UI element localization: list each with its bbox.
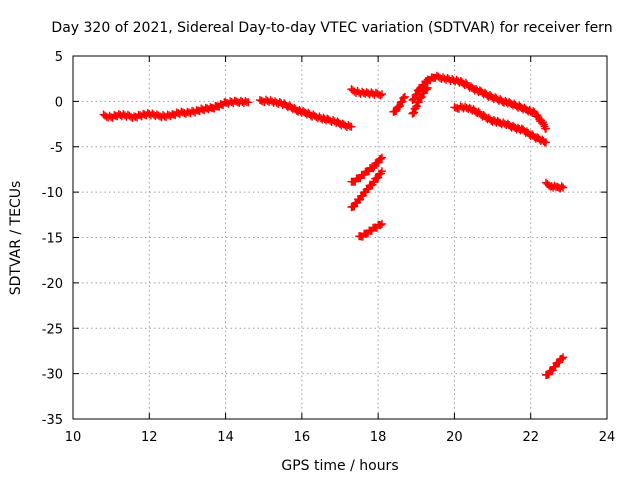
series-arc-10	[450, 102, 550, 147]
series-arc-12	[541, 353, 568, 379]
series-arc-7	[389, 92, 409, 116]
data-point	[398, 97, 407, 106]
axis-ticks: 10 12 14 16 18 20 22 24 5 0 -5 -10 -15 -20 -25 -30 -35	[42, 50, 616, 445]
data-point	[394, 103, 403, 112]
data-point	[370, 178, 379, 187]
data-point	[422, 85, 431, 94]
data-point	[347, 122, 356, 131]
y-tick-label: 0	[55, 95, 63, 110]
data-point	[377, 167, 386, 176]
data-point	[376, 91, 385, 100]
y-tick-label: -25	[42, 322, 63, 337]
data-point	[244, 98, 253, 107]
x-tick-label: 20	[446, 430, 463, 445]
series-arc-2	[255, 95, 356, 132]
y-tick-label: -20	[42, 277, 63, 292]
data-point	[377, 153, 386, 162]
data-point	[369, 164, 378, 173]
data-point	[377, 219, 386, 228]
data-point	[541, 124, 550, 133]
data-points	[99, 71, 568, 379]
data-point	[557, 182, 566, 191]
x-axis-label: GPS time / hours	[281, 458, 398, 474]
data-point	[558, 354, 567, 363]
y-tick-label: -15	[42, 232, 63, 247]
data-point	[423, 83, 432, 92]
series-arc-5	[347, 167, 386, 212]
grid-lines	[73, 56, 607, 419]
data-point	[392, 106, 401, 115]
y-axis-label: SDTVAR / TECUs	[8, 181, 24, 296]
data-point	[541, 138, 550, 147]
x-tick-label: 14	[217, 430, 234, 445]
x-tick-label: 16	[294, 430, 311, 445]
y-tick-label: -30	[42, 368, 63, 383]
data-point	[395, 101, 404, 110]
chart-title: Day 320 of 2021, Sidereal Day-to-day VTE…	[51, 20, 612, 36]
series-arc-9	[408, 83, 432, 118]
series-arc-11	[541, 178, 568, 193]
y-tick-label: 5	[55, 50, 63, 65]
data-point	[559, 183, 568, 192]
y-tick-label: -10	[42, 186, 63, 201]
data-point	[377, 90, 386, 99]
data-point	[400, 92, 409, 101]
x-tick-label: 24	[599, 430, 616, 445]
x-tick-label: 18	[370, 430, 387, 445]
data-point	[559, 353, 568, 362]
y-tick-label: -35	[42, 413, 63, 428]
data-point	[400, 93, 409, 102]
series-arc-6	[355, 219, 386, 241]
data-point	[376, 154, 385, 163]
x-tick-label: 10	[65, 430, 82, 445]
x-tick-label: 22	[522, 430, 539, 445]
series-arc-4	[347, 153, 386, 186]
series-arc-3	[347, 85, 386, 100]
data-point	[376, 221, 385, 230]
x-tick-label: 12	[141, 430, 158, 445]
data-point	[374, 173, 383, 182]
y-tick-label: -5	[50, 141, 63, 156]
series-arc-8	[408, 71, 550, 133]
series-arc-1	[99, 96, 253, 122]
